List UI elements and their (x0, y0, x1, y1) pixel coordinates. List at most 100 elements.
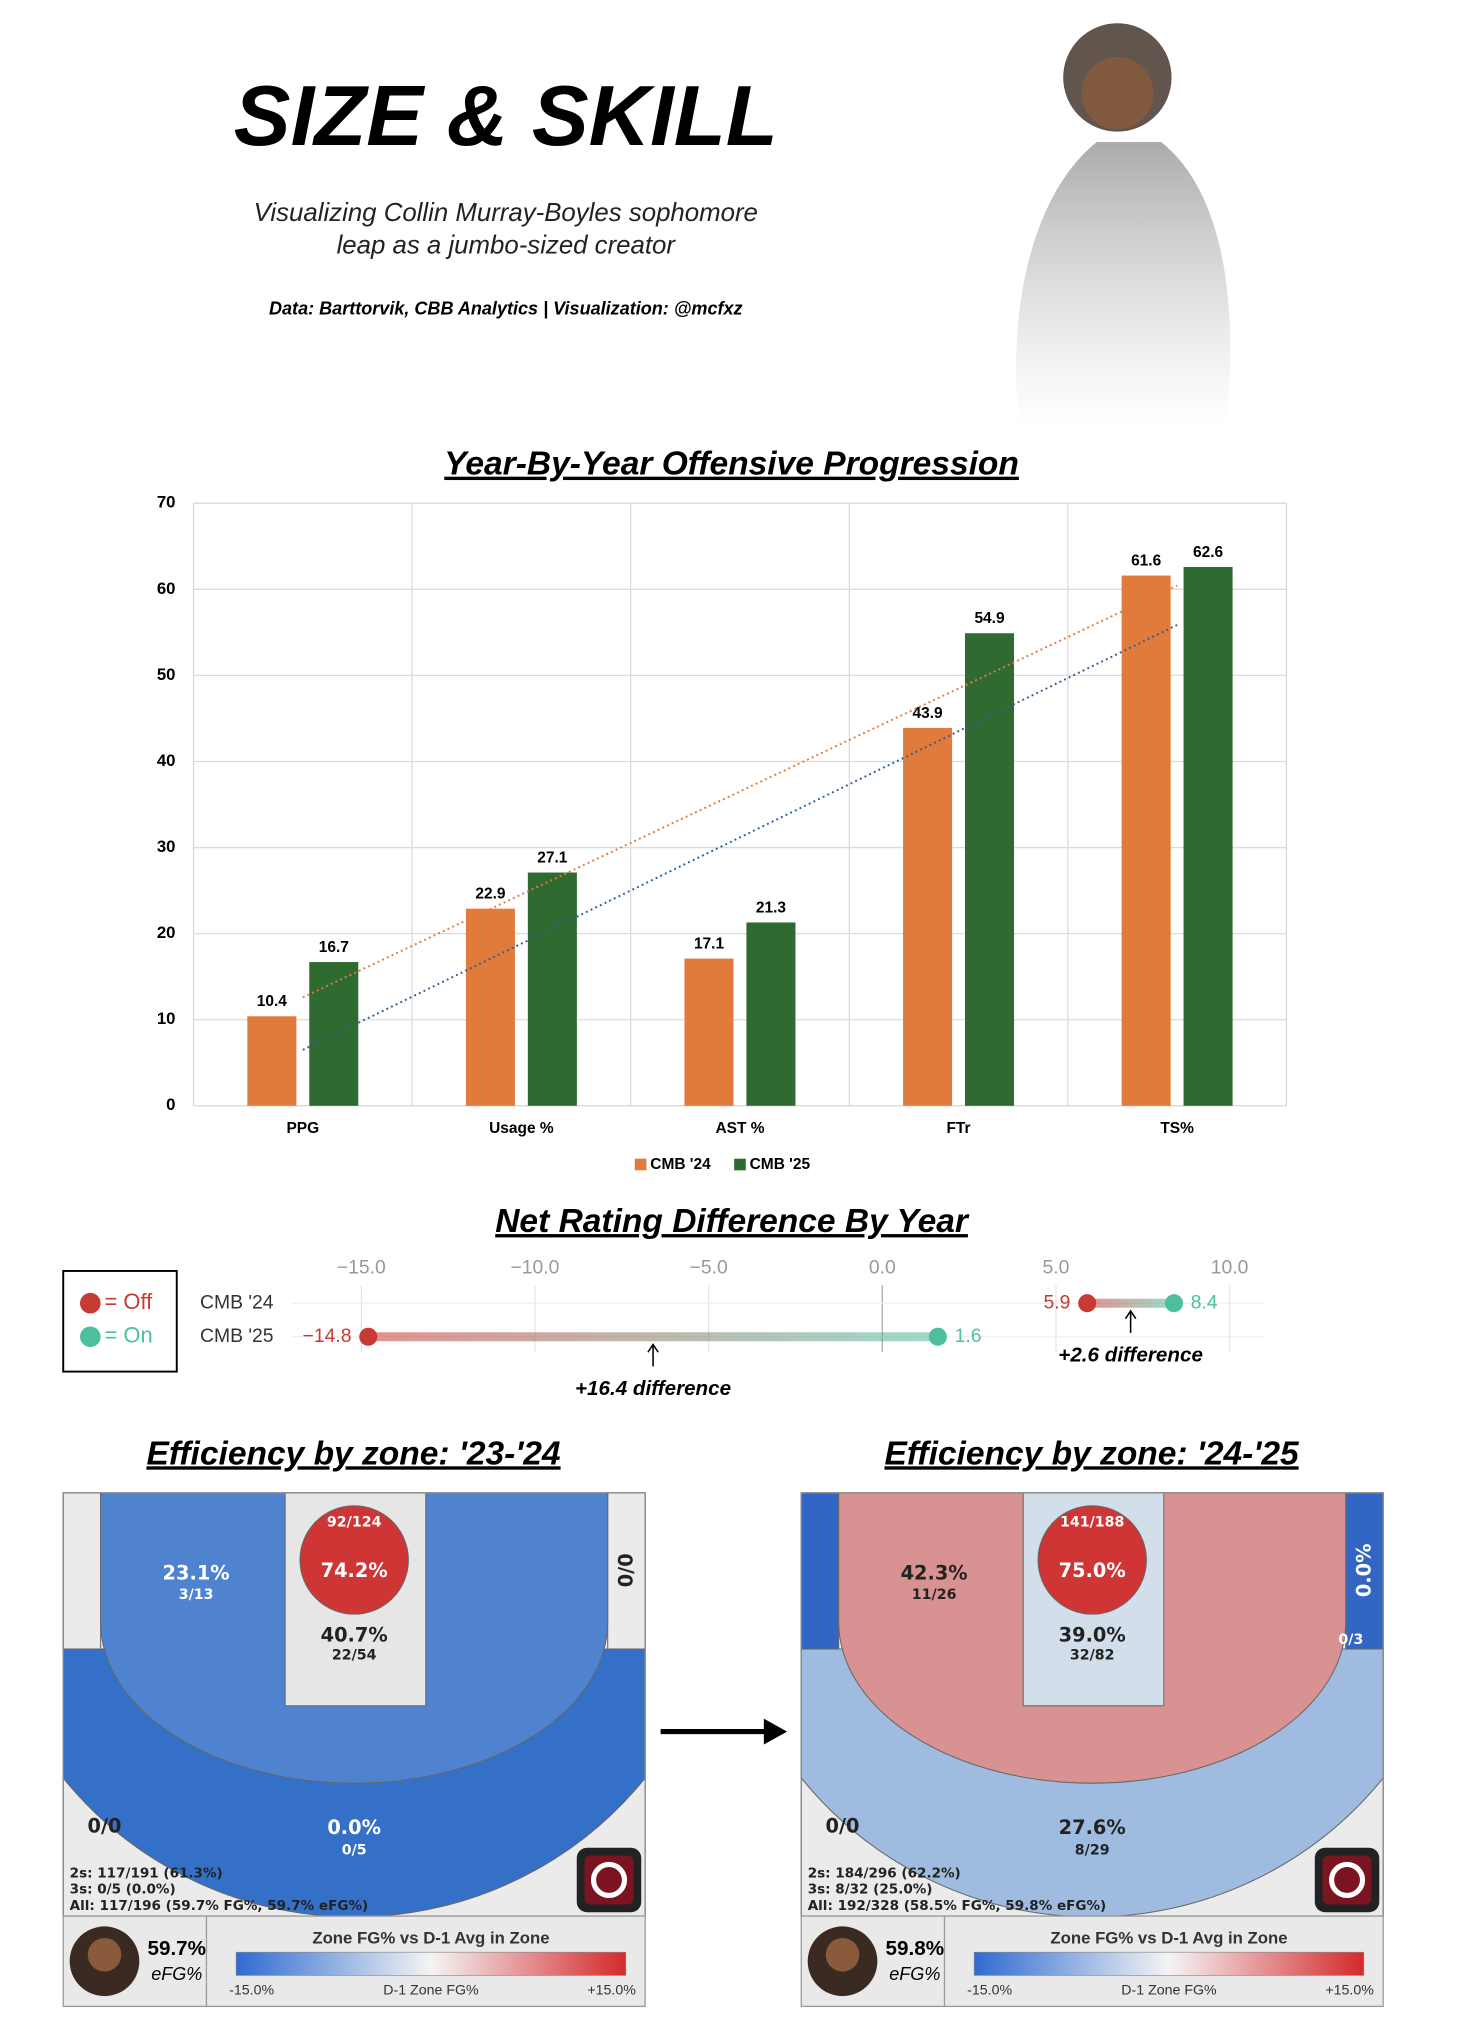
legend-max: +15.0% (587, 1983, 636, 1999)
y-tick-label: 70 (157, 493, 176, 512)
legend-axis: D-1 Zone FG% (383, 1983, 479, 1999)
legend-label: CMB '24 (650, 1156, 711, 1173)
legend-axis: D-1 Zone FG% (1121, 1983, 1217, 1999)
court: 0/0 0/0 0.0% 0/5 23.1% 3/13 40.7%22/54 92/124 74… (62, 1492, 646, 1918)
totals: 2s: 117/191 (61.3%) (70, 1866, 223, 1882)
annotation-arrow-head (647, 1343, 659, 1353)
bar (247, 1016, 297, 1106)
zone-title: Efficiency by zone: '23-'24 (146, 1435, 560, 1472)
x-tick-label: 5.0 (1042, 1256, 1069, 1278)
x-tick-label: −5.0 (690, 1256, 728, 1278)
zone-corner-right (607, 1492, 646, 1650)
legend-label: CMB '25 (750, 1156, 811, 1173)
zone-label: 0.0% (327, 1816, 381, 1839)
zone-label: 23.1% (163, 1562, 230, 1585)
legend-dot (79, 1326, 101, 1348)
data-label: 62.6 (1193, 544, 1224, 561)
dot (1164, 1294, 1184, 1313)
y-tick-label: 30 (157, 837, 176, 856)
legend-min: -15.0% (967, 1983, 1012, 1999)
bar (746, 922, 796, 1106)
arrow (660, 1718, 788, 1745)
annotation: +2.6 difference (1058, 1344, 1203, 1367)
zone-label: 27.6% (1059, 1816, 1126, 1839)
source: Data: Barttorvik, CBB Analytics | Visual… (269, 298, 743, 318)
x-tick-label: −15.0 (337, 1256, 386, 1278)
bar (527, 872, 577, 1106)
zone-label: 92/124 (327, 1515, 382, 1531)
x-tick-label: AST % (715, 1120, 764, 1137)
data-label: 54.9 (974, 610, 1005, 627)
avatar-face (825, 1938, 860, 1972)
data-label: 61.6 (1131, 552, 1162, 569)
zone-corner-left (62, 1492, 102, 1650)
data-label: 16.7 (319, 939, 349, 956)
x-tick-label: PPG (286, 1120, 319, 1137)
legend-box (62, 1269, 178, 1373)
dot (359, 1327, 378, 1346)
player-photo (1016, 23, 1231, 426)
bar (465, 908, 515, 1106)
efg-label: eFG% (151, 1964, 202, 1984)
totals: 3s: 8/32 (25.0%) (808, 1882, 933, 1898)
dot (928, 1327, 947, 1346)
totals: 2s: 184/296 (62.2%) (808, 1866, 961, 1882)
x-tick-label: Usage % (489, 1120, 554, 1137)
totals: 3s: 0/5 (0.0%) (70, 1882, 176, 1898)
y-tick-label: 60 (157, 579, 176, 598)
court: 0/0 0.0% 0/3 27.6% 8/29 42.3% 11/26 39.0%32/82 1… (800, 1492, 1384, 1918)
bar (1121, 575, 1171, 1106)
y-tick-label: 10 (157, 1009, 176, 1028)
legend-dot (79, 1292, 101, 1314)
zone-label: 8/29 (1075, 1842, 1110, 1858)
value-label: −14.8 (303, 1325, 352, 1347)
x-tick-label: FTr (946, 1120, 970, 1137)
zone-label: 39.0% (1059, 1624, 1126, 1647)
bar (903, 727, 953, 1106)
chart-title: Net Rating Difference By Year (495, 1203, 970, 1240)
data-label: 43.9 (913, 705, 944, 722)
dot (1078, 1294, 1097, 1313)
legend-title: Zone FG% vs D-1 Avg in Zone (312, 1929, 549, 1948)
data-label: 10.4 (257, 993, 288, 1010)
totals: All: 192/328 (58.5% FG%, 59.8% eFG%) (808, 1898, 1107, 1914)
annotation: +16.4 difference (575, 1377, 731, 1400)
data-label: 21.3 (756, 899, 787, 916)
data-label: 27.1 (537, 849, 568, 866)
data-label: 17.1 (694, 936, 725, 953)
plot-area (192, 502, 1288, 1107)
x-tick-label: 0.0 (869, 1256, 896, 1278)
value-label: 1.6 (955, 1325, 982, 1347)
zone-rim (1037, 1505, 1147, 1615)
legend-max: +15.0% (1325, 1983, 1374, 1999)
zone-label: 32/82 (1070, 1647, 1115, 1663)
bar (964, 633, 1015, 1106)
bar (1183, 566, 1233, 1106)
y-tick-label: 20 (157, 923, 176, 942)
row-label: CMB '24 (200, 1291, 274, 1313)
zone-label: 141/188 (1060, 1515, 1124, 1531)
legend-min: -15.0% (229, 1983, 274, 1999)
trend-line (302, 624, 1178, 1051)
x-tick-label: 10.0 (1211, 1256, 1249, 1278)
row-label: CMB '25 (200, 1325, 274, 1347)
efg-label: eFG% (889, 1964, 940, 1984)
legend-swatch (634, 1158, 647, 1171)
value-label: 8.4 (1191, 1291, 1218, 1313)
trend-line (302, 584, 1178, 999)
zone-label: 0/0 (615, 1553, 638, 1587)
avatar-face (87, 1938, 122, 1972)
y-tick-label: 50 (157, 665, 176, 684)
efg-value: 59.8% (886, 1937, 944, 1960)
legend-gradient (235, 1951, 627, 1976)
value-label: 5.9 (1044, 1291, 1071, 1313)
zone-label: 0/0 (88, 1815, 122, 1838)
chart-title: Year-By-Year Offensive Progression (444, 446, 1019, 483)
zone-corner-left (800, 1492, 840, 1650)
logo-mark (1328, 1861, 1366, 1899)
zone-rim (299, 1505, 409, 1615)
zone-label: 75.0% (1059, 1559, 1126, 1582)
logo-mark (590, 1861, 628, 1899)
